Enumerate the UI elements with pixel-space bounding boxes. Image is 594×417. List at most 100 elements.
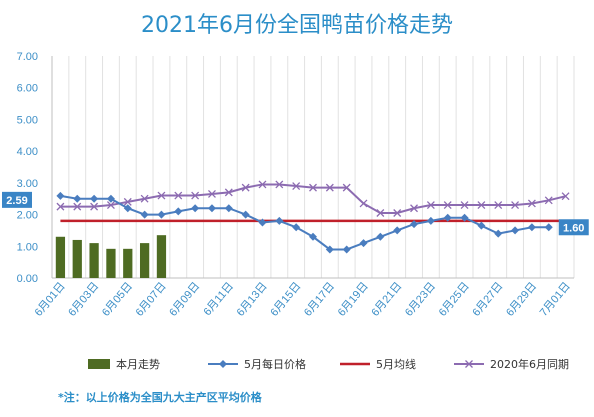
bar (123, 248, 133, 278)
x-tick-label: 7月01日 (538, 280, 573, 319)
point-daily (309, 232, 317, 241)
point-daily (527, 223, 536, 232)
point-last-year (393, 209, 402, 217)
bar (156, 235, 167, 278)
bar (72, 239, 82, 278)
point-daily (191, 204, 200, 213)
point-last-year (106, 201, 115, 210)
point-last-year (426, 201, 435, 210)
point-daily (460, 213, 469, 222)
legend-label-avg: 5月均线 (376, 357, 416, 371)
bar (55, 236, 66, 278)
point-daily (90, 194, 99, 203)
point-daily (393, 226, 402, 235)
point-daily (224, 204, 233, 213)
y-tick-label: 2.00 (17, 210, 38, 222)
point-last-year (123, 197, 132, 206)
point-last-year (224, 188, 233, 197)
bar (106, 248, 116, 278)
point-last-year (56, 202, 65, 211)
y-tick-label: 7.00 (17, 51, 38, 63)
point-daily (426, 216, 435, 225)
point-last-year (208, 189, 216, 198)
bar (89, 243, 99, 278)
legend-label-last-year: 2020年6月同期 (490, 357, 569, 371)
legend-label-bars: 本月走势 (116, 357, 160, 371)
y-tick-label: 6.00 (17, 83, 38, 95)
x-tick-label: 6月23日 (403, 280, 438, 319)
y-axis-ticks: 0.00 1.00 2.00 3.00 4.00 5.00 6.00 7.00 (17, 51, 38, 285)
legend-label-daily: 5月每日价格 (244, 357, 306, 371)
x-tick-label: 6月07日 (134, 280, 169, 319)
point-last-year (376, 209, 385, 217)
point-last-year (477, 201, 486, 210)
point-daily (544, 223, 553, 232)
x-tick-label: 6月21日 (369, 280, 404, 319)
x-tick-label: 6月27日 (470, 280, 505, 319)
point-last-year (359, 199, 368, 208)
callout-label: 2.59 (6, 195, 27, 207)
x-tick-label: 6月13日 (235, 280, 270, 319)
point-daily (56, 191, 65, 200)
y-tick-label: 1.00 (17, 241, 38, 253)
point-daily (275, 216, 284, 225)
callout-box (2, 191, 32, 208)
point-daily (123, 204, 132, 213)
point-daily (325, 245, 334, 254)
point-daily (359, 239, 368, 248)
point-last-year (174, 191, 183, 200)
x-tick-label: 6月03日 (66, 280, 101, 319)
point-daily (494, 229, 503, 238)
callout-box (558, 219, 589, 236)
axes (51, 56, 574, 279)
point-last-year (325, 183, 334, 192)
point-last-year (443, 201, 452, 210)
x-tick-label: 6月19日 (336, 280, 371, 319)
point-last-year (410, 204, 418, 213)
point-daily (157, 210, 166, 219)
point-daily (477, 221, 486, 230)
x-tick-label: 6月15日 (268, 280, 303, 319)
point-last-year (511, 201, 520, 210)
point-daily (342, 245, 351, 254)
point-last-year (275, 180, 284, 189)
point-last-year (527, 199, 536, 208)
x-tick-label: 6月01日 (33, 280, 68, 319)
point-last-year (73, 202, 82, 211)
point-last-year (90, 202, 99, 211)
point-daily (207, 204, 216, 213)
x-tick-label: 6月09日 (167, 280, 202, 319)
y-tick-label: 5.00 (17, 114, 38, 126)
point-daily (140, 210, 149, 219)
legend-marker-daily (219, 360, 227, 368)
point-last-year (494, 201, 503, 210)
line-series (56, 180, 570, 254)
callout-label: 1.60 (563, 222, 584, 234)
point-last-year (140, 194, 149, 203)
point-daily (511, 226, 520, 235)
point-daily (258, 218, 267, 227)
point-last-year (544, 196, 553, 205)
point-last-year (342, 183, 351, 192)
x-tick-label: 6月29日 (504, 280, 539, 319)
point-daily (376, 232, 385, 241)
x-tick-label: 6月17日 (302, 280, 337, 319)
point-last-year (561, 192, 570, 201)
x-tick-label: 6月05日 (100, 280, 135, 319)
y-tick-label: 3.00 (17, 178, 38, 190)
point-daily (292, 223, 301, 232)
point-last-year (157, 191, 166, 200)
bar-series (55, 235, 167, 278)
x-tick-label: 6月11日 (201, 280, 236, 318)
point-daily (241, 210, 250, 219)
point-daily (174, 207, 183, 216)
point-daily (73, 194, 82, 203)
point-last-year (258, 180, 267, 189)
point-last-year (460, 201, 469, 210)
chart-title: 2021年6月份全国鸭苗价格走势 (141, 13, 453, 38)
bar (139, 243, 150, 278)
x-tick-label: 6月25日 (437, 280, 472, 319)
y-tick-label: 0.00 (17, 273, 38, 285)
legend-marker-last-year (465, 360, 473, 368)
